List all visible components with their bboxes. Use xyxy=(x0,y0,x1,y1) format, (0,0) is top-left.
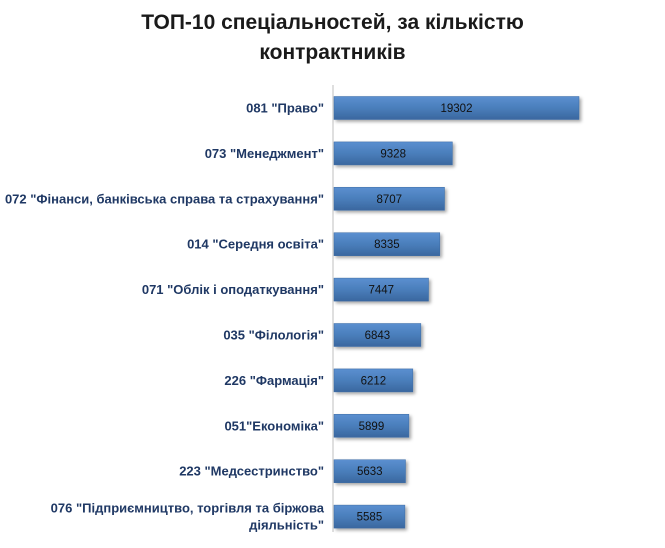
bar-7 xyxy=(333,414,410,438)
category-label-5: 035 "Філологія" xyxy=(223,328,324,343)
bar-0 xyxy=(333,96,580,120)
bar-5 xyxy=(333,323,422,347)
bar-6 xyxy=(333,368,414,393)
category-label-0: 081 "Право" xyxy=(246,101,324,116)
value-label-5: 6843 xyxy=(365,330,391,342)
category-label-line: 223 "Медсестринство" xyxy=(179,464,324,479)
value-label-8: 5633 xyxy=(357,466,383,478)
value-label-9: 5585 xyxy=(357,512,383,524)
category-label-line: 051"Економіка" xyxy=(224,418,324,433)
category-label-line: діяльність" xyxy=(249,518,324,533)
value-label-0: 19302 xyxy=(441,103,473,115)
category-label-line: 072 "Фінанси, банківська справа та страх… xyxy=(5,191,324,206)
chart-title-line-1: ТОП-10 спеціальностей, за кількістю xyxy=(141,11,524,34)
chart-title-line-2: контрактників xyxy=(259,41,406,64)
category-label-line: 076 "Підприємництво, торгівля та біржова xyxy=(51,501,325,516)
category-label-line: 073 "Менеджмент" xyxy=(205,146,324,161)
category-label-line: 226 "Фармація" xyxy=(224,373,324,388)
bar-9 xyxy=(333,504,406,529)
category-label-4: 071 "Облік і оподаткування" xyxy=(142,282,324,297)
value-label-1: 9328 xyxy=(380,148,406,160)
value-label-4: 7447 xyxy=(368,285,394,297)
value-label-6: 6212 xyxy=(361,375,387,387)
value-label-3: 8335 xyxy=(374,239,400,251)
category-label-8: 223 "Медсестринство" xyxy=(179,464,324,479)
category-label-1: 073 "Менеджмент" xyxy=(205,146,324,161)
bars-group: 19302 9328 8707 8335 7447 6843 6212 5899 5633 558… xyxy=(333,96,580,529)
bar-2 xyxy=(333,187,445,211)
category-labels-group: 081 "Право" 073 "Менеджмент" 072 "Фінанси,… xyxy=(5,101,325,533)
bar-3 xyxy=(333,232,441,256)
category-label-line: 035 "Філологія" xyxy=(223,328,324,343)
category-label-2: 072 "Фінанси, банківська справа та страх… xyxy=(5,191,324,206)
bar-1 xyxy=(333,141,453,166)
value-label-7: 5899 xyxy=(359,421,385,433)
category-label-9: 076 "Підприємництво, торгівля та біржова… xyxy=(51,501,325,533)
category-label-line: 071 "Облік і оподаткування" xyxy=(142,282,324,297)
category-label-7: 051"Економіка" xyxy=(224,418,324,433)
category-label-6: 226 "Фармація" xyxy=(224,373,324,388)
category-label-line: 081 "Право" xyxy=(246,101,324,116)
value-label-2: 8707 xyxy=(376,194,402,206)
chart-title: ТОП-10 спеціальностей, за кількістю конт… xyxy=(0,8,665,68)
bar-4 xyxy=(333,277,429,302)
bar-8 xyxy=(333,459,406,483)
category-label-3: 014 "Середня освіта" xyxy=(187,237,324,252)
category-label-line: 014 "Середня освіта" xyxy=(187,237,324,252)
